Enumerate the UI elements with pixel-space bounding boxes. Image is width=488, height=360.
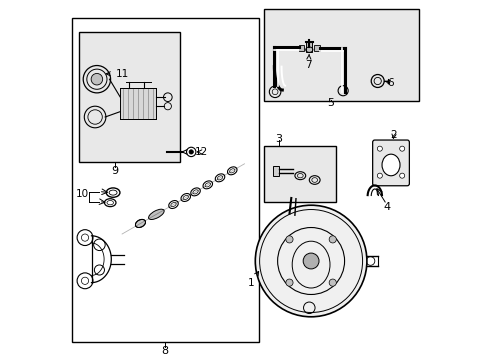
- Text: 10: 10: [76, 189, 89, 199]
- Ellipse shape: [135, 219, 145, 228]
- Circle shape: [255, 205, 366, 317]
- Circle shape: [377, 146, 382, 151]
- Bar: [72, 18, 258, 342]
- Text: 12: 12: [194, 147, 207, 157]
- Circle shape: [377, 173, 382, 178]
- Circle shape: [399, 146, 404, 151]
- Text: 11: 11: [106, 69, 128, 79]
- Bar: [79, 32, 179, 162]
- Bar: [120, 88, 156, 119]
- Circle shape: [328, 279, 336, 286]
- Circle shape: [328, 236, 336, 243]
- Text: 9: 9: [111, 166, 118, 176]
- Circle shape: [285, 279, 292, 286]
- Circle shape: [399, 173, 404, 178]
- Bar: [273, 166, 279, 176]
- Text: 1: 1: [247, 271, 258, 288]
- Bar: [306, 42, 311, 52]
- Text: 6: 6: [384, 78, 393, 88]
- Text: 7: 7: [305, 54, 311, 70]
- Circle shape: [303, 253, 318, 269]
- Bar: [264, 9, 418, 101]
- Circle shape: [189, 150, 193, 154]
- Bar: [314, 45, 320, 51]
- FancyBboxPatch shape: [372, 140, 408, 186]
- Ellipse shape: [148, 209, 164, 220]
- Text: 3: 3: [275, 134, 282, 144]
- Circle shape: [91, 73, 102, 85]
- Text: 8: 8: [162, 346, 168, 356]
- Circle shape: [285, 236, 292, 243]
- Text: 4: 4: [383, 202, 389, 212]
- Text: 2: 2: [390, 130, 396, 140]
- Bar: [298, 45, 304, 51]
- Ellipse shape: [381, 154, 399, 176]
- Bar: [264, 146, 336, 202]
- Text: 5: 5: [327, 98, 334, 108]
